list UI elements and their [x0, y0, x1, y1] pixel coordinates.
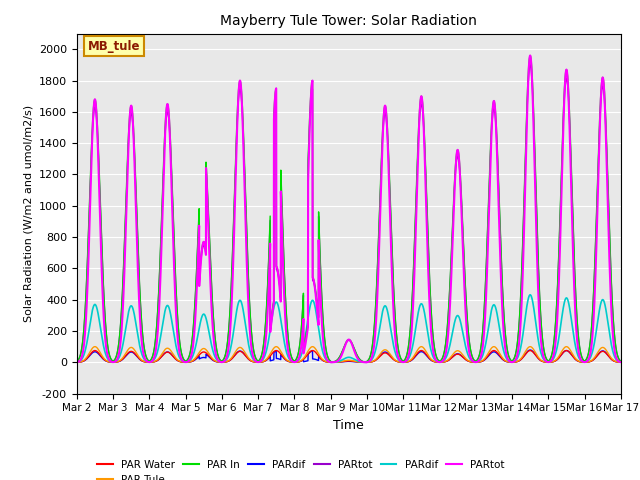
- PARtot: [594, 168, 602, 174]
- Line: PAR In: PAR In: [77, 56, 621, 362]
- PARtot: [258, 352, 266, 358]
- PARtot: [617, 359, 625, 364]
- PAR Water: [327, 360, 335, 365]
- PARtot: [588, 344, 595, 350]
- PARtot: [327, 360, 335, 365]
- PAR In: [526, 53, 534, 59]
- PARdif: [470, 360, 478, 365]
- PARdif: [588, 352, 595, 358]
- PAR Tule: [258, 359, 266, 365]
- PARtot: [594, 184, 602, 190]
- PARdif: [330, 360, 338, 365]
- PAR Tule: [327, 360, 335, 365]
- Line: PAR Water: PAR Water: [77, 350, 621, 362]
- PAR Water: [588, 358, 595, 364]
- PARtot: [470, 358, 478, 363]
- PAR In: [73, 359, 81, 364]
- PARtot: [330, 359, 338, 364]
- Legend: PAR Water, PAR Tule, PAR In, PARdif, PARtot, PARdif, PARtot: PAR Water, PAR Tule, PAR In, PARdif, PAR…: [93, 456, 509, 480]
- PAR In: [470, 358, 478, 363]
- PARdif: [330, 359, 338, 365]
- PARdif: [327, 360, 335, 365]
- PARtot: [588, 329, 595, 335]
- Line: PARtot: PARtot: [77, 65, 621, 362]
- PARdif: [486, 316, 493, 322]
- PAR Tule: [331, 360, 339, 365]
- PARdif: [258, 358, 266, 363]
- Y-axis label: Solar Radiation (W/m2 and umol/m2/s): Solar Radiation (W/m2 and umol/m2/s): [24, 105, 33, 322]
- PARtot: [470, 359, 478, 365]
- PARtot: [617, 359, 625, 365]
- PARdif: [588, 358, 595, 364]
- PARdif: [526, 347, 534, 353]
- PAR Water: [617, 360, 625, 365]
- PAR In: [617, 358, 625, 364]
- PAR Tule: [471, 360, 479, 365]
- PAR Tule: [594, 349, 602, 355]
- PARdif: [526, 292, 534, 298]
- PAR Tule: [486, 348, 493, 353]
- PAR Water: [258, 359, 266, 365]
- PAR Water: [471, 360, 479, 365]
- PARtot: [327, 360, 335, 365]
- PAR In: [486, 161, 493, 167]
- PAR In: [594, 162, 602, 168]
- PAR Water: [486, 350, 493, 356]
- PARdif: [594, 316, 602, 322]
- PARtot: [486, 167, 493, 173]
- Line: PARdif: PARdif: [77, 350, 621, 362]
- Text: MB_tule: MB_tule: [88, 40, 140, 53]
- Line: PAR Tule: PAR Tule: [77, 347, 621, 362]
- PARtot: [258, 357, 266, 363]
- PARdif: [617, 359, 625, 365]
- Line: PARtot: PARtot: [77, 56, 621, 362]
- PAR In: [258, 352, 266, 358]
- PAR Water: [91, 348, 99, 353]
- PAR Water: [73, 360, 81, 365]
- PAR In: [327, 360, 335, 365]
- PARdif: [486, 351, 493, 357]
- PARdif: [327, 360, 335, 365]
- PAR Tule: [617, 360, 625, 365]
- PARdif: [470, 359, 478, 365]
- PAR Water: [331, 360, 339, 365]
- PARdif: [258, 359, 266, 365]
- PAR Water: [594, 352, 602, 358]
- PARdif: [73, 359, 81, 365]
- PAR Tule: [588, 358, 595, 363]
- PARdif: [617, 360, 625, 365]
- PARtot: [73, 359, 81, 364]
- Line: PARdif: PARdif: [77, 295, 621, 362]
- X-axis label: Time: Time: [333, 419, 364, 432]
- PAR In: [588, 328, 595, 334]
- PAR In: [330, 359, 338, 364]
- PARdif: [594, 351, 602, 357]
- PARtot: [526, 53, 534, 59]
- PARtot: [73, 359, 81, 365]
- PARtot: [486, 179, 493, 184]
- PAR Tule: [73, 360, 81, 365]
- PARdif: [73, 360, 81, 365]
- PAR Tule: [91, 344, 99, 349]
- Title: Mayberry Tule Tower: Solar Radiation: Mayberry Tule Tower: Solar Radiation: [220, 14, 477, 28]
- PARtot: [330, 359, 338, 365]
- PARtot: [526, 62, 534, 68]
